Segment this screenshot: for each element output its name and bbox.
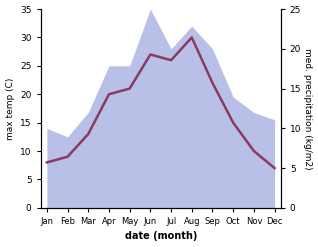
Y-axis label: med. precipitation (kg/m2): med. precipitation (kg/m2) — [303, 48, 313, 169]
X-axis label: date (month): date (month) — [125, 231, 197, 242]
Y-axis label: max temp (C): max temp (C) — [5, 77, 15, 140]
